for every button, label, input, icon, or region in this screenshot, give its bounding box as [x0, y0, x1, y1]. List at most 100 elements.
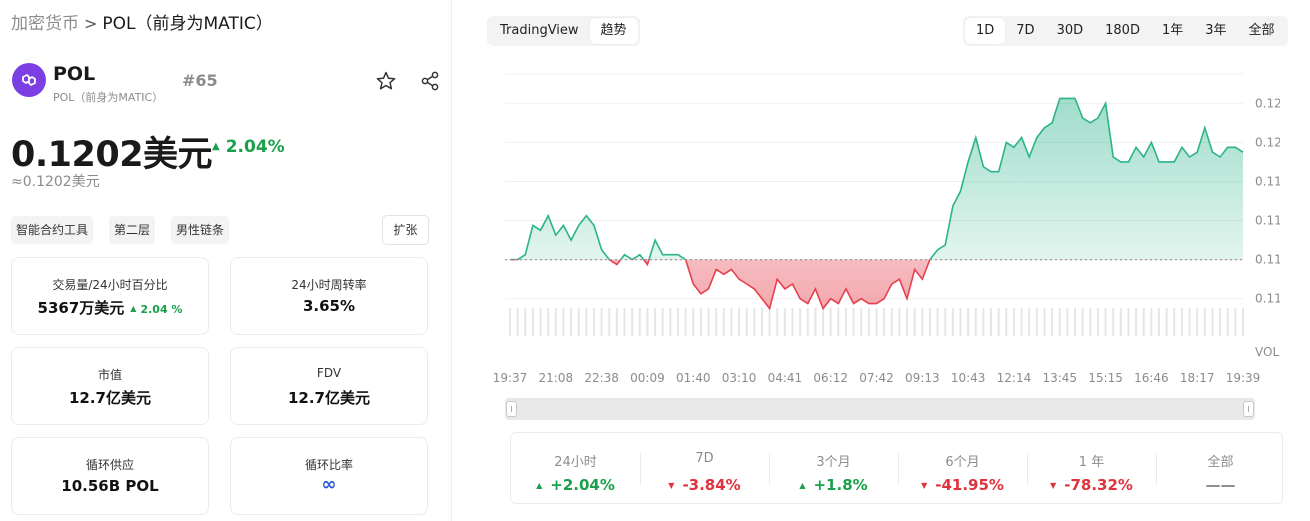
price-line-down [510, 259, 931, 311]
volume-bar [1226, 308, 1229, 336]
volume-bar [1043, 308, 1046, 336]
volume-bar [638, 308, 641, 336]
perf-value-text: +1.8% [813, 476, 868, 494]
volume-bar [860, 308, 863, 336]
volume-bar [1234, 308, 1237, 336]
range-3y[interactable]: 3年 [1205, 23, 1227, 38]
volume-bar [814, 308, 817, 336]
volume-bar [1012, 308, 1015, 336]
range-7d[interactable]: 7D [1016, 23, 1035, 38]
x-tick-label: 03:10 [722, 371, 757, 385]
volume-bar [806, 308, 809, 336]
volume-bar [967, 308, 970, 336]
expand-button[interactable]: 扩张 [382, 215, 429, 245]
perf-3m: 3个月 ▲ +1.8% [769, 433, 898, 503]
x-tick-label: 07:42 [859, 371, 894, 385]
volume-bar [654, 308, 657, 336]
volume-bar [722, 308, 725, 336]
up-triangle-icon: ▲ [212, 141, 220, 152]
volume-bar [539, 308, 542, 336]
y-tick-label: 0.1188 [1255, 214, 1280, 228]
x-tick-label: 15:15 [1088, 371, 1123, 385]
volume-bar [944, 308, 947, 336]
stat-label: 交易量/24小时百分比 [52, 278, 168, 292]
volume-bar [577, 308, 580, 336]
volume-bar [1196, 308, 1199, 336]
volume-bar [959, 308, 962, 336]
volume-bar [669, 308, 672, 336]
x-tick-label: 10:43 [951, 371, 986, 385]
perf-value: ▼ -3.84% [640, 476, 769, 494]
volume-bar [615, 308, 618, 336]
range-1d[interactable]: 1D [965, 18, 1006, 44]
volume-bar [730, 308, 733, 336]
perf-label: 1 年 [1078, 455, 1105, 470]
volume-bar [1211, 308, 1214, 336]
stat-value: 12.7亿美元 [287, 389, 370, 407]
favorite-star-icon[interactable] [375, 70, 397, 92]
volume-bar [783, 308, 786, 336]
tag-chain[interactable]: 男性链条 [171, 216, 230, 244]
volume-bar [600, 308, 603, 336]
y-tick-label: 0.1212 [1255, 96, 1280, 110]
volume-bar [562, 308, 565, 336]
volume-bar [1119, 308, 1122, 336]
volume-bar [776, 308, 779, 336]
perf-value: ▲ +2.04% [511, 476, 640, 494]
volume-bar [990, 308, 993, 336]
volume-bar [982, 308, 985, 336]
price-chart[interactable]: 0.1212 0.1204 0.1196 0.1188 0.118 0.1172 VOL 19… [480, 60, 1280, 390]
volume-bar [1112, 308, 1115, 336]
range-all[interactable]: 全部 [1248, 23, 1275, 38]
volume-bar [745, 308, 748, 336]
breadcrumb-parent-link[interactable]: 加密货币 [11, 14, 79, 34]
scrollbar-right-handle[interactable] [1243, 401, 1254, 417]
volume-bar [1158, 308, 1161, 336]
perf-24h: 24小时 ▲ +2.04% [511, 433, 640, 503]
x-tick-label: 09:13 [905, 371, 940, 385]
volume-bar [1142, 308, 1145, 336]
tab-trend[interactable]: 趋势 [589, 18, 638, 44]
volume-bar [1051, 308, 1054, 336]
volume-bar [699, 308, 702, 336]
stat-label: FDV [316, 366, 342, 380]
volume-bar [1104, 308, 1107, 336]
down-triangle-icon: ▼ [668, 481, 675, 490]
price-line-up [510, 97, 1244, 260]
stat-card-turnover: 24小时周转率 3.65% [230, 257, 428, 335]
volume-bar [1180, 308, 1183, 336]
tag-layer-two[interactable]: 第二层 [109, 216, 156, 244]
volume-bar [1127, 308, 1130, 336]
volume-bar [1066, 308, 1069, 336]
x-tick-label: 18:17 [1180, 371, 1215, 385]
volume-bar [707, 308, 710, 336]
volume-bar [631, 308, 634, 336]
divider [1027, 453, 1028, 485]
up-triangle-icon: ▲ [130, 304, 137, 313]
stat-value: 3.65% [302, 297, 356, 315]
volume-change-value: 2.04 % [140, 303, 183, 316]
volume-bar [1242, 308, 1244, 336]
divider [640, 453, 641, 485]
approx-price: ≈0.1202美元 [11, 174, 100, 190]
tag-smart-contract[interactable]: 智能合约工具 [11, 216, 94, 244]
polygon-logo-icon [12, 63, 46, 97]
coin-symbol: POL [53, 63, 96, 85]
volume-bar [867, 308, 870, 336]
price-change-value: 2.04% [225, 137, 285, 157]
volume-bar [875, 308, 878, 336]
x-tick-label: 19:37 [493, 371, 528, 385]
stat-label: 循环供应 [85, 458, 134, 472]
share-icon[interactable] [419, 70, 441, 92]
tab-tradingview[interactable]: TradingView [500, 23, 579, 38]
perf-1y: 1 年 ▼ -78.32% [1027, 433, 1156, 503]
x-tick-label: 12:14 [997, 371, 1032, 385]
range-180d[interactable]: 180D [1105, 23, 1140, 38]
range-30d[interactable]: 30D [1056, 23, 1084, 38]
chart-source-toggle: TradingView 趋势 [487, 16, 640, 46]
chart-range-scrollbar[interactable] [505, 398, 1255, 420]
range-1y[interactable]: 1年 [1161, 23, 1184, 38]
volume-bar [974, 308, 977, 336]
scrollbar-left-handle[interactable] [506, 401, 517, 417]
y-tick-label: 0.118 [1255, 253, 1280, 267]
